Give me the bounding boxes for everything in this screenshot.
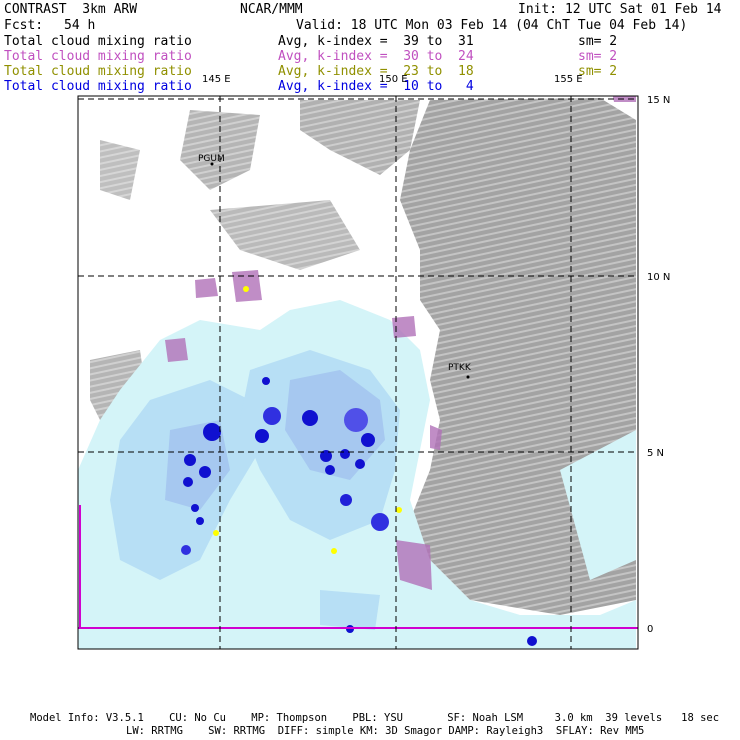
valid-time: Valid: 18 UTC Mon 03 Feb 14 (04 ChT Tue …: [296, 18, 688, 33]
lon-label-155: 155 E: [554, 74, 583, 85]
model-info-line-1: Model Info: V3.5.1 CU: No Cu MP: Thompso…: [30, 712, 720, 724]
station-label-pgum: PGUM: [198, 154, 225, 164]
init-time: Init: 12 UTC Sat 01 Feb 14: [518, 2, 722, 17]
station-label-ptkk: PTKK: [448, 363, 472, 373]
legend-name-4: Total cloud mixing ratio: [4, 79, 192, 94]
lon-label-150: 150 E: [379, 74, 408, 85]
station-marker-ptkk: [466, 375, 470, 379]
station-marker-pgum: [210, 162, 214, 166]
lat-label-15n: 15 N: [647, 95, 670, 106]
legend-name-2: Total cloud mixing ratio: [4, 49, 192, 64]
yellow-cloud-spots: [213, 286, 402, 554]
legend-range-2: Avg, k-index = 30 to 24: [278, 49, 474, 64]
map-frame: [77, 95, 639, 650]
model-info-line-2: LW: RRTMG SW: RRTMG DIFF: simple KM: 3D …: [126, 725, 645, 737]
legend-sm-3: sm= 2: [578, 64, 618, 79]
lat-label-5n: 5 N: [647, 448, 664, 459]
lon-label-145: 145 E: [202, 74, 231, 85]
model-name: CONTRAST 3km ARW: [4, 2, 138, 17]
legend-range-1: Avg, k-index = 39 to 31: [278, 34, 474, 49]
lat-lon-grid: [78, 96, 638, 649]
legend-range-3: Avg, k-index = 23 to 18: [278, 64, 474, 79]
lat-label-10n: 10 N: [647, 272, 670, 283]
legend-name-1: Total cloud mixing ratio: [4, 34, 192, 49]
legend-sm-1: sm= 2: [578, 34, 618, 49]
deep-cloud-cells: [181, 377, 537, 646]
forecast-hour: 54 h: [64, 18, 96, 33]
legend-sm-2: sm= 2: [578, 49, 618, 64]
lat-label-0: 0: [647, 624, 653, 635]
forecast-label: Fcst:: [4, 18, 44, 33]
magenta-cloud-patches: [165, 96, 636, 590]
legend-range-4: Avg, k-index = 10 to 4: [278, 79, 474, 94]
legend-name-3: Total cloud mixing ratio: [4, 64, 192, 79]
center-name: NCAR/MMM: [240, 2, 303, 17]
